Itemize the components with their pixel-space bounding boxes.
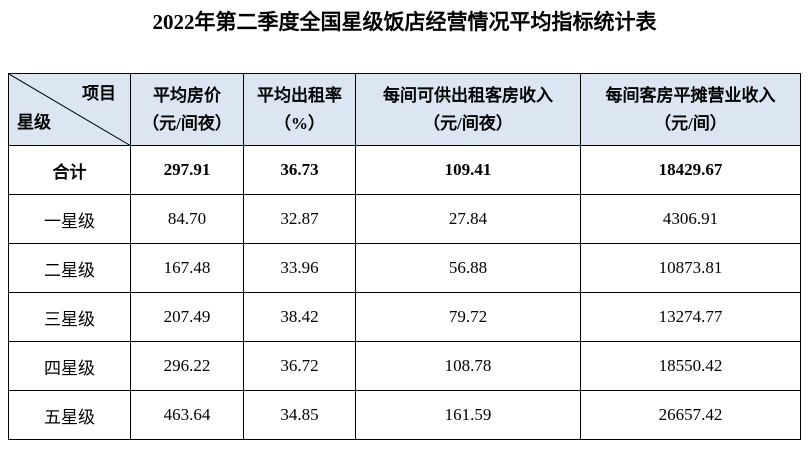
table-row: 一星级 84.70 32.87 27.84 4306.91 bbox=[8, 194, 801, 244]
cell: 26657.42 bbox=[580, 390, 801, 440]
header-line: （元/间夜） bbox=[423, 113, 513, 133]
cell: 10873.81 bbox=[580, 243, 801, 293]
diagonal bbox=[9, 74, 131, 146]
cell: 296.22 bbox=[130, 341, 244, 391]
header-line: 每间可供出租客房收入 bbox=[383, 85, 553, 105]
cell: 109.41 bbox=[355, 145, 581, 195]
cell: 79.72 bbox=[355, 292, 581, 342]
row-label: 合计 bbox=[8, 145, 131, 195]
header-cell: 每间可供出租客房收入 （元/间夜） bbox=[355, 73, 581, 146]
cell: 34.85 bbox=[243, 390, 356, 440]
table-row: 合计 297.91 36.73 109.41 18429.67 bbox=[8, 145, 801, 195]
cell: 84.70 bbox=[130, 194, 244, 244]
cell: 4306.91 bbox=[580, 194, 801, 244]
cell: 297.91 bbox=[130, 145, 244, 195]
title: 2022年第二季度全国星级饭店经营情况平均指标统计表 bbox=[152, 10, 657, 34]
table-row: 二星级 167.48 33.96 56.88 10873.81 bbox=[8, 243, 801, 293]
cell: 38.42 bbox=[243, 292, 356, 342]
cell: 18550.42 bbox=[580, 341, 801, 391]
header-cell: 每间客房平摊营业收入 （元/间） bbox=[580, 73, 801, 146]
cell: 36.72 bbox=[243, 341, 356, 391]
table-row: 三星级 207.49 38.42 79.72 13274.77 bbox=[8, 292, 801, 342]
cell: 18429.67 bbox=[580, 145, 801, 195]
header-cell: 平均房价 （元/间夜） bbox=[130, 73, 244, 146]
cell: 167.48 bbox=[130, 243, 244, 293]
table-row: 五星级 463.64 34.85 161.59 26657.42 bbox=[8, 390, 801, 440]
row-label: 二星级 bbox=[8, 243, 131, 293]
cell: 33.96 bbox=[243, 243, 356, 293]
cell: 13274.77 bbox=[580, 292, 801, 342]
header-line: （%） bbox=[274, 113, 325, 133]
row-label: 五星级 bbox=[8, 390, 131, 440]
cell: 27.84 bbox=[355, 194, 581, 244]
table: 项目 星级 平均房价 （元/间夜） 平均出租率 （%） 每间可供出租客房收入 （元/间夜）… bbox=[8, 73, 801, 440]
table-header: 项目 星级 平均房价 （元/间夜） 平均出租率 （%） 每间可供出租客房收入 （元/间夜）… bbox=[8, 73, 801, 146]
row-label: 三星级 bbox=[8, 292, 131, 342]
table-body: 合计 297.91 36.73 109.41 18429.67 一星级 84.70 32.87… bbox=[8, 145, 801, 440]
corner-top: 项目 bbox=[82, 84, 116, 103]
cell: 207.49 bbox=[130, 292, 244, 342]
header-line: （元/间夜） bbox=[142, 113, 232, 133]
header-cell: 平均出租率 （%） bbox=[243, 73, 356, 146]
corner-bottom: 星级 bbox=[17, 113, 51, 132]
header-line: 每间客房平摊营业收入 bbox=[605, 85, 776, 105]
header-line: 平均房价 bbox=[153, 85, 221, 105]
cell: 161.59 bbox=[355, 390, 581, 440]
header-row: 项目 星级 平均房价 （元/间夜） 平均出租率 （%） 每间可供出租客房收入 （元/间夜）… bbox=[8, 73, 801, 146]
cell: 36.73 bbox=[243, 145, 356, 195]
row-label: 一星级 bbox=[8, 194, 131, 244]
header-line: 平均出租率 bbox=[257, 85, 342, 105]
table-row: 四星级 296.22 36.72 108.78 18550.42 bbox=[8, 341, 801, 391]
cell: 56.88 bbox=[355, 243, 581, 293]
row-label: 四星级 bbox=[8, 341, 131, 391]
cell: 108.78 bbox=[355, 341, 581, 391]
cell: 463.64 bbox=[130, 390, 244, 440]
cell: 32.87 bbox=[243, 194, 356, 244]
corner-cell: 项目 星级 bbox=[8, 73, 131, 146]
header-line: （元/间） bbox=[654, 113, 727, 133]
